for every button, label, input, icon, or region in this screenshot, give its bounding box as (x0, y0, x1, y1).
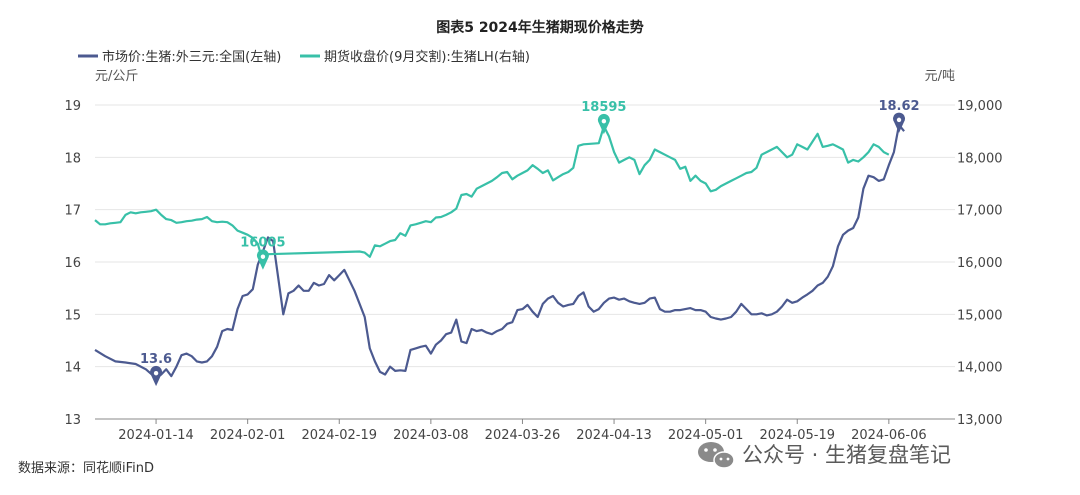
x-axis-ticks: 2024-01-14 2024-02-01 2024-02-19 2024-03-08… (118, 419, 927, 443)
left-axis-ticks: 13 14 15 16 17 18 19 (64, 99, 81, 428)
y-right-tick-label: 15,000 (957, 308, 1003, 323)
watermark-text: 公众号 · 生猪复盘笔记 (742, 443, 951, 467)
left-axis-unit: 元/公斤 (95, 69, 138, 84)
x-tick-label: 2024-04-13 (576, 428, 652, 443)
annotation-label: 18595 (581, 100, 626, 115)
right-axis-ticks: 13,000 14,000 15,000 16,000 17,000 18,000 19,0… (957, 99, 1003, 428)
y-right-tick-label: 19,000 (957, 99, 1003, 114)
annotation-label: 16005 (240, 236, 285, 251)
annotation-marker (893, 112, 906, 133)
x-tick-label: 2024-03-26 (485, 428, 561, 443)
y-right-tick-label: 17,000 (957, 204, 1003, 219)
annotation-label: 18.62 (878, 99, 919, 114)
y-right-tick-label: 13,000 (957, 413, 1003, 428)
x-tick-label: 2024-05-19 (759, 428, 835, 443)
wechat-icon (698, 442, 735, 469)
y-left-tick-label: 18 (64, 151, 81, 166)
annotation-marker (150, 365, 163, 387)
x-tick-label: 2024-01-14 (118, 428, 194, 443)
y-left-tick-label: 16 (64, 256, 81, 271)
y-right-tick-label: 18,000 (957, 151, 1003, 166)
annotation-marker (256, 249, 269, 270)
annotation-13.6: 13.6 (140, 352, 172, 387)
source-note: 数据来源：同花顺iFinD (18, 460, 154, 476)
legend: 市场价:生猪:外三元:全国(左轴) 期货收盘价(9月交割):生猪LH(右轴) (78, 49, 530, 65)
gridlines (95, 104, 955, 420)
x-tick-label: 2024-02-01 (210, 428, 286, 443)
right-axis-unit: 元/吨 (925, 69, 955, 84)
series-line-spot-price (94, 123, 905, 380)
legend-label-spot: 市场价:生猪:外三元:全国(左轴) (102, 49, 281, 65)
annotations: 13.6 16005 18595 18.62 (140, 99, 920, 387)
annotation-marker (597, 113, 610, 135)
annotation-marker-dot (153, 370, 159, 376)
x-tick-label: 2024-05-01 (668, 428, 744, 443)
annotation-marker-dot (260, 254, 266, 259)
y-left-tick-label: 19 (64, 99, 81, 114)
watermark: 公众号 · 生猪复盘笔记 (698, 442, 951, 469)
annotation-16005: 16005 (240, 236, 286, 270)
y-right-tick-label: 16,000 (957, 256, 1003, 271)
x-tick-label: 2024-02-19 (301, 428, 377, 443)
y-left-tick-label: 15 (64, 308, 81, 323)
series-line-futures-price (94, 125, 890, 263)
y-left-tick-label: 17 (64, 204, 81, 219)
y-right-tick-label: 14,000 (957, 361, 1003, 376)
annotation-marker-dot (601, 118, 607, 124)
x-tick-label: 2024-03-08 (393, 428, 469, 443)
chart-title: 图表5 2024年生猪期现价格走势 (436, 19, 644, 36)
series-lines (94, 123, 905, 380)
annotation-18595: 18595 (581, 100, 626, 135)
legend-label-futures: 期货收盘价(9月交割):生猪LH(右轴) (324, 49, 530, 65)
y-left-tick-label: 14 (64, 361, 81, 376)
annotation-label: 13.6 (140, 352, 172, 367)
y-left-tick-label: 13 (64, 413, 81, 428)
annotation-marker-dot (896, 117, 902, 123)
annotation-18.62: 18.62 (878, 99, 920, 133)
x-tick-label: 2024-06-06 (851, 428, 927, 443)
